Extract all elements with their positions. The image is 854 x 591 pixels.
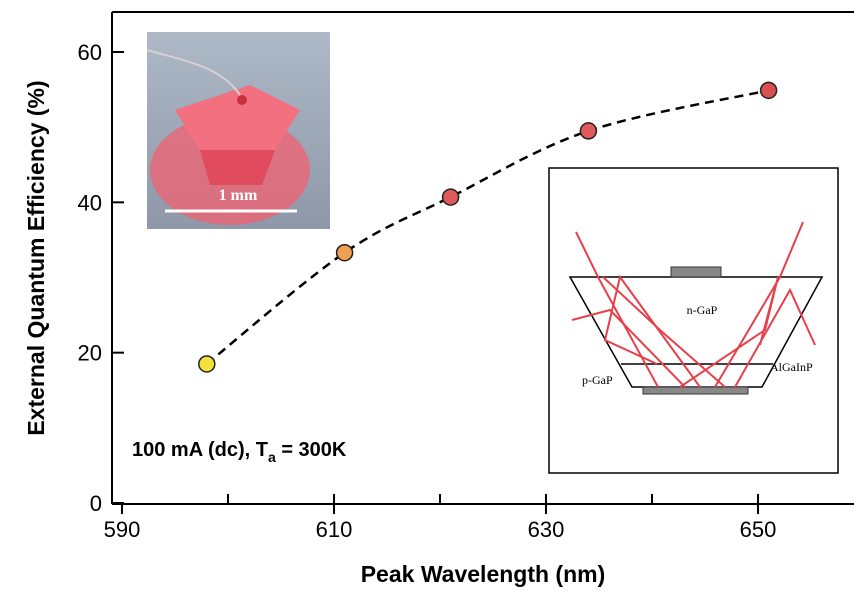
- led-photo-inset: 1 mm: [146, 32, 330, 229]
- bottom-contact: [642, 386, 749, 395]
- x-tick-label: 590: [104, 517, 141, 542]
- data-point: [335, 243, 354, 262]
- y-tick-label: 0: [90, 491, 102, 516]
- ray: [714, 221, 804, 388]
- y-axis-ticks: 0 20 40 60: [78, 40, 124, 516]
- y-tick-label: 60: [78, 40, 102, 65]
- data-point: [759, 81, 778, 100]
- ray: [603, 274, 701, 388]
- conditions-suffix: = 300K: [276, 439, 347, 461]
- measurement-conditions: 100 mA (dc), Ta = 300K: [132, 439, 347, 465]
- scale-bar-label: 1 mm: [219, 187, 258, 204]
- conditions-prefix: 100 mA (dc), T: [132, 439, 268, 461]
- ray: [679, 276, 779, 388]
- top-contact: [670, 266, 722, 278]
- data-point: [198, 355, 216, 373]
- x-tick-label: 610: [316, 517, 353, 542]
- x-axis-ticks: 590 610 630 650: [104, 494, 777, 542]
- series-points: [198, 81, 778, 373]
- x-tick-label: 650: [740, 517, 777, 542]
- bond-pad: [237, 95, 247, 105]
- conditions-subscript: a: [268, 449, 276, 465]
- data-point: [579, 122, 598, 140]
- x-tick-label: 630: [528, 517, 565, 542]
- y-axis-label: External Quantum Efficiency (%): [23, 80, 49, 435]
- diagram-frame: [548, 167, 839, 474]
- plot-frame: [111, 11, 854, 505]
- algainp-label: AlGaInP: [770, 360, 813, 374]
- ray: [602, 276, 726, 388]
- p-gap-label: p-GaP: [582, 373, 613, 387]
- led-chip-side: [200, 150, 275, 185]
- y-tick-label: 20: [78, 341, 102, 366]
- ray: [575, 231, 659, 388]
- y-tick-label: 40: [78, 190, 102, 215]
- chip-diagram-inset: n-GaP p-GaP AlGaInP: [548, 167, 839, 474]
- led-chip: [175, 85, 300, 150]
- n-gap-label: n-GaP: [687, 303, 718, 317]
- bond-wire: [146, 49, 241, 96]
- ray: [571, 308, 686, 388]
- x-axis-label: Peak Wavelength (nm): [361, 561, 606, 587]
- ray: [734, 287, 816, 388]
- chip-outline: [568, 276, 824, 388]
- data-point: [441, 188, 460, 206]
- series-dashed-line: [206, 89, 769, 365]
- light-rays: [571, 221, 816, 388]
